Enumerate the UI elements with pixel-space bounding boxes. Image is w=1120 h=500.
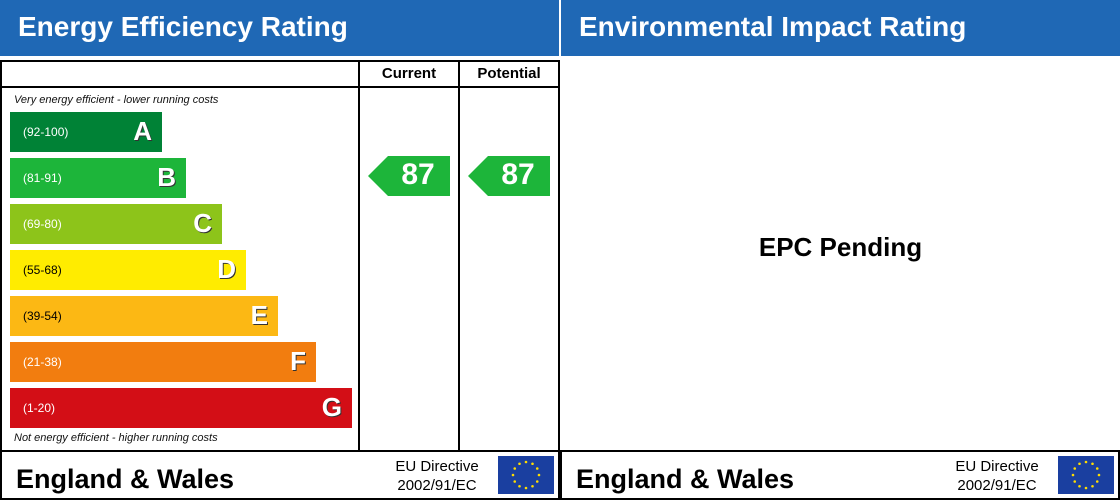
band-range: (39-54)	[23, 309, 62, 323]
region-label: England & Wales	[576, 464, 795, 494]
band-range: (1-20)	[23, 401, 56, 415]
band-letter: D	[217, 254, 236, 284]
environment-header: Environmental Impact Rating	[561, 0, 1120, 56]
current-rating-arrow: 87	[368, 156, 450, 196]
eu-flag-icon	[498, 456, 554, 494]
band-g: (1-20) G	[10, 388, 352, 428]
band-b: (81-91) B	[10, 158, 186, 198]
potential-column-header: Potential	[477, 65, 541, 82]
band-c: (69-80) C	[10, 204, 222, 244]
top-note: Very energy efficient - lower running co…	[14, 94, 219, 106]
environment-footer: England & Wales EU Directive 2002/91/EC	[560, 450, 1120, 500]
band-letter: E	[250, 300, 268, 330]
directive-line1: EU Directive	[955, 458, 1039, 475]
band-e: (39-54) E	[10, 296, 278, 336]
divider	[358, 60, 360, 452]
region-label: England & Wales	[16, 464, 235, 494]
band-letter: C	[193, 208, 212, 238]
band-letter: G	[321, 392, 342, 422]
eu-flag-icon	[1058, 456, 1114, 494]
band-a: (92-100) A	[10, 112, 162, 152]
directive-line1: EU Directive	[395, 458, 479, 475]
epc-pending-text: EPC Pending	[758, 232, 923, 262]
potential-rating-arrow: 87	[468, 156, 550, 196]
band-range: (81-91)	[23, 171, 62, 185]
current-rating-value: 87	[401, 158, 435, 191]
band-range: (92-100)	[23, 125, 69, 139]
divider	[458, 60, 460, 452]
band-range: (55-68)	[23, 263, 62, 277]
band-d: (55-68) D	[10, 250, 246, 290]
bottom-note: Not energy efficient - higher running co…	[14, 432, 218, 444]
band-letter: F	[290, 346, 306, 376]
potential-rating-value: 87	[501, 158, 535, 191]
band-range: (21-38)	[23, 355, 62, 369]
band-f: (21-38) F	[10, 342, 316, 382]
divider	[0, 86, 560, 88]
energy-footer: England & Wales EU Directive 2002/91/EC	[0, 450, 560, 500]
band-letter: B	[157, 162, 176, 192]
band-range: (69-80)	[23, 217, 62, 231]
band-letter: A	[133, 116, 152, 146]
directive-line2: 2002/91/EC	[957, 477, 1037, 494]
directive-line2: 2002/91/EC	[397, 477, 477, 494]
current-column-header: Current	[381, 65, 437, 82]
energy-header: Energy Efficiency Rating	[0, 0, 559, 56]
